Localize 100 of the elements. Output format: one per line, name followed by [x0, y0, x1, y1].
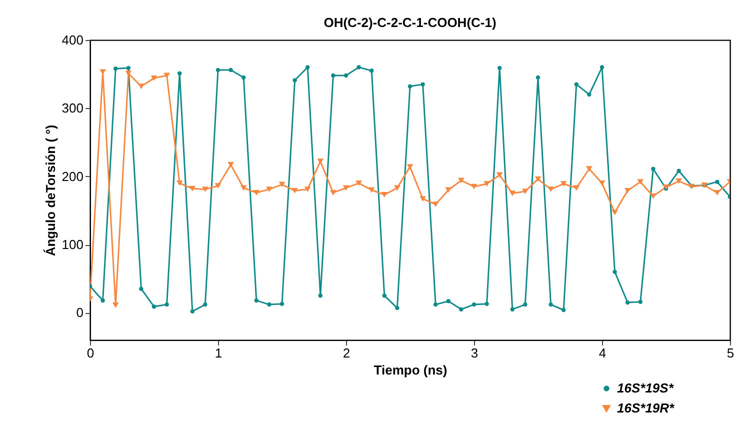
- point: [470, 184, 478, 190]
- point: [318, 294, 323, 298]
- point: [548, 302, 553, 307]
- point: [420, 82, 425, 86]
- point: [715, 180, 720, 184]
- point: [266, 186, 272, 192]
- point: [241, 75, 246, 80]
- point: [292, 78, 297, 82]
- point: [523, 302, 528, 307]
- point: [459, 307, 464, 312]
- point: [637, 179, 644, 185]
- point: [280, 302, 284, 306]
- point: [254, 298, 259, 303]
- point: [189, 186, 196, 192]
- y-tick-label: 100: [62, 237, 84, 252]
- point: [458, 178, 464, 184]
- legend-label: 16S*19S*: [617, 380, 674, 396]
- x-tick-label: 4: [598, 346, 606, 360]
- x-tick-label: 2: [342, 346, 350, 360]
- y-tick-label: 300: [62, 100, 84, 116]
- point: [202, 186, 208, 192]
- y-tick-label: 400: [62, 32, 84, 48]
- point: [330, 190, 336, 196]
- point: [534, 176, 542, 182]
- point: [304, 186, 311, 192]
- point: [305, 65, 310, 70]
- point: [177, 71, 182, 76]
- point: [228, 162, 234, 168]
- point: [445, 187, 452, 193]
- point: [624, 188, 631, 194]
- x-tick-label: 0: [86, 346, 94, 360]
- point: [356, 65, 361, 70]
- point: [190, 309, 195, 314]
- point: [587, 92, 592, 97]
- point: [381, 192, 388, 198]
- point: [278, 182, 286, 188]
- point: [650, 193, 656, 199]
- point: [138, 84, 144, 90]
- point: [446, 299, 451, 304]
- point: [638, 300, 643, 304]
- point: [496, 172, 503, 178]
- point: [472, 302, 476, 307]
- x-tick-label: 1: [214, 346, 222, 360]
- point: [164, 302, 169, 307]
- point: [406, 164, 414, 170]
- x-tick-label: 5: [726, 346, 734, 360]
- point: [676, 168, 681, 174]
- point: [394, 185, 400, 191]
- point: [139, 286, 144, 291]
- point: [574, 82, 579, 86]
- point: [509, 190, 516, 196]
- point: [216, 68, 220, 72]
- point: [420, 196, 426, 202]
- point: [342, 185, 350, 191]
- point: [176, 180, 183, 186]
- point: [203, 302, 208, 307]
- point: [113, 66, 118, 71]
- point: [228, 68, 233, 72]
- point: [433, 302, 438, 307]
- point: [150, 75, 158, 81]
- point: [484, 181, 490, 187]
- point: [625, 300, 630, 305]
- point: [344, 73, 348, 78]
- point: [536, 75, 540, 80]
- point: [369, 68, 374, 73]
- point: [368, 187, 375, 193]
- point: [651, 166, 656, 171]
- point: [598, 180, 606, 186]
- point: [561, 308, 566, 312]
- point: [676, 178, 682, 184]
- point: [560, 181, 567, 187]
- point: [586, 166, 592, 172]
- point: [240, 185, 247, 191]
- point: [152, 304, 156, 309]
- point: [612, 210, 618, 216]
- point: [395, 306, 400, 310]
- point: [432, 202, 439, 208]
- point: [510, 307, 515, 312]
- point: [573, 185, 580, 191]
- point: [267, 302, 272, 307]
- point: [164, 72, 170, 78]
- point: [522, 188, 528, 194]
- chart-title: OH(C-2)-C-2-C-1-COOH(C-1): [324, 15, 496, 30]
- point: [356, 180, 362, 186]
- point: [382, 294, 387, 298]
- y-tick-label: 0: [76, 305, 84, 320]
- point: [408, 84, 412, 88]
- point: [331, 73, 336, 78]
- point: [497, 66, 502, 70]
- point: [600, 65, 604, 70]
- point: [484, 302, 489, 306]
- point: [253, 190, 260, 196]
- point: [100, 298, 105, 303]
- point: [126, 66, 131, 70]
- point: [214, 183, 222, 189]
- x-axis-title: Tiempo (ns): [374, 362, 448, 378]
- point: [714, 190, 720, 196]
- legend-label: 16S*19R*: [617, 400, 676, 416]
- y-axis-title: Ángulo deTorsión ( °): [42, 124, 58, 256]
- x-tick-label: 3: [470, 346, 478, 360]
